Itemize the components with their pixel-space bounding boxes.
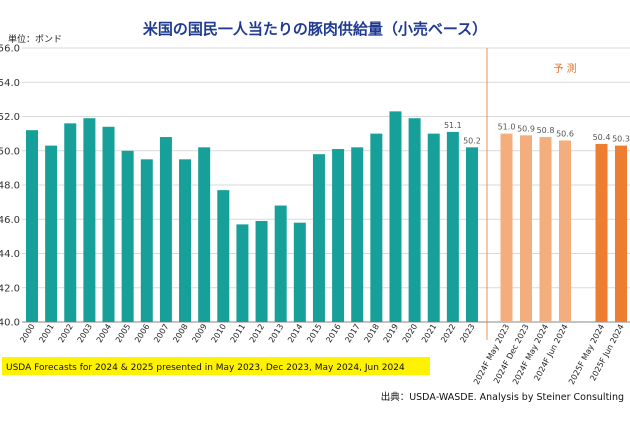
x-tick-label: 2001 [37, 322, 55, 344]
bar-2008 [179, 159, 192, 322]
x-tick-label: 2011 [229, 322, 247, 344]
bar-2011 [236, 224, 249, 322]
bar-2024f-jun-2024 [559, 140, 571, 322]
x-tick-label: 2019 [382, 322, 400, 344]
bar-2009 [198, 147, 211, 322]
bar-2024f-may-2024 [539, 137, 552, 322]
bar-2005 [121, 150, 134, 322]
x-tick-label: 2015 [305, 322, 323, 344]
bar-2024f-may-2023 [500, 133, 513, 322]
x-tick-label: 2000 [18, 322, 36, 344]
y-tick-label: 52.0 [0, 112, 20, 123]
x-tick-label: 2017 [343, 322, 361, 344]
y-tick-label: 44.0 [0, 249, 20, 260]
data-label: 51.0 [498, 123, 516, 132]
data-label: 50.8 [537, 126, 555, 135]
bar-2022 [446, 131, 459, 322]
bar-2023 [465, 147, 478, 322]
x-tick-label: 2006 [133, 322, 151, 344]
bar-2021 [427, 133, 440, 322]
bar-2004 [102, 126, 115, 323]
bar-2014 [293, 222, 306, 322]
y-axis: 40.0 42.0 44.0 46.0 48.0 50.0 52.0 54.0 56.0 [0, 44, 20, 329]
x-tick-label: 2018 [363, 322, 381, 344]
y-tick-label: 56.0 [0, 44, 20, 55]
data-label: 51.1 [444, 121, 462, 130]
x-tick-label: 2009 [190, 322, 208, 344]
bar-2025f-jun-2024 [615, 145, 627, 322]
bar-2001 [45, 145, 58, 322]
x-tick-label: 2012 [248, 322, 266, 344]
x-tick-label: 2022 [439, 322, 457, 344]
y-tick-label: 48.0 [0, 181, 20, 192]
x-tick-label: 2002 [57, 322, 75, 344]
y-tick-label: 54.0 [0, 78, 20, 89]
bar-2018 [370, 133, 383, 322]
x-tick-label: 2007 [152, 322, 170, 344]
bar-2006 [140, 159, 153, 322]
bar-2019 [389, 111, 402, 322]
bar-2016 [332, 149, 345, 322]
chart-title: 米国の国民一人当たりの豚肉供給量（小売ベース） [143, 20, 487, 38]
source-text: 出典：USDA‐WASDE. Analysis by Steiner Consu… [381, 391, 624, 403]
x-tick-label: 2010 [210, 322, 228, 344]
x-tick-label: 2023 [458, 322, 476, 344]
data-label: 50.9 [517, 124, 535, 133]
x-tick-label: 2020 [401, 322, 419, 344]
data-label: 50.4 [593, 133, 611, 142]
y-tick-label: 40.0 [0, 318, 20, 329]
bar-2015 [312, 154, 325, 322]
x-tick-label: 2005 [114, 322, 132, 344]
bars: 51.150.2 51.0 50.9 50.8 50.6 50.4 50.3 [26, 111, 630, 323]
unit-label: 単位：ポンド [8, 33, 62, 45]
x-tick-label: 2013 [267, 322, 285, 344]
bar-2017 [351, 147, 364, 322]
bar-2002 [64, 123, 77, 322]
data-label: 50.2 [463, 136, 481, 145]
bar-2013 [274, 205, 287, 322]
y-tick-label: 50.0 [0, 146, 20, 157]
bar-2024f-dec-2023 [520, 135, 532, 322]
bar-2025f-may-2024 [595, 143, 608, 322]
x-tick-label: 2004 [95, 322, 113, 344]
bar-2007 [159, 137, 172, 322]
forecast-label: 予 測 [553, 62, 576, 75]
bar-2020 [408, 118, 421, 323]
x-tick-label: 2003 [76, 322, 94, 344]
bar-2000 [26, 130, 38, 322]
bar-2012 [255, 220, 268, 322]
data-label: 50.3 [612, 135, 630, 144]
y-tick-label: 46.0 [0, 215, 20, 226]
x-tick-label: 2008 [171, 322, 189, 344]
bar-2010 [217, 190, 230, 322]
forecast-note: USDA Forecasts for 2024 & 2025 presented… [6, 363, 405, 373]
x-tick-label: 2014 [286, 322, 304, 344]
bar-2003 [83, 118, 96, 323]
x-tick-label: 2021 [420, 322, 438, 344]
y-tick-label: 42.0 [0, 283, 20, 294]
x-tick-label: 2016 [324, 322, 342, 344]
x-axis-labels: 2000 2001 2002 2003 2004 2005 2006 2007 2008 2009… [18, 322, 625, 386]
forecast-note-highlight [2, 357, 430, 375]
data-label: 50.6 [556, 129, 574, 138]
